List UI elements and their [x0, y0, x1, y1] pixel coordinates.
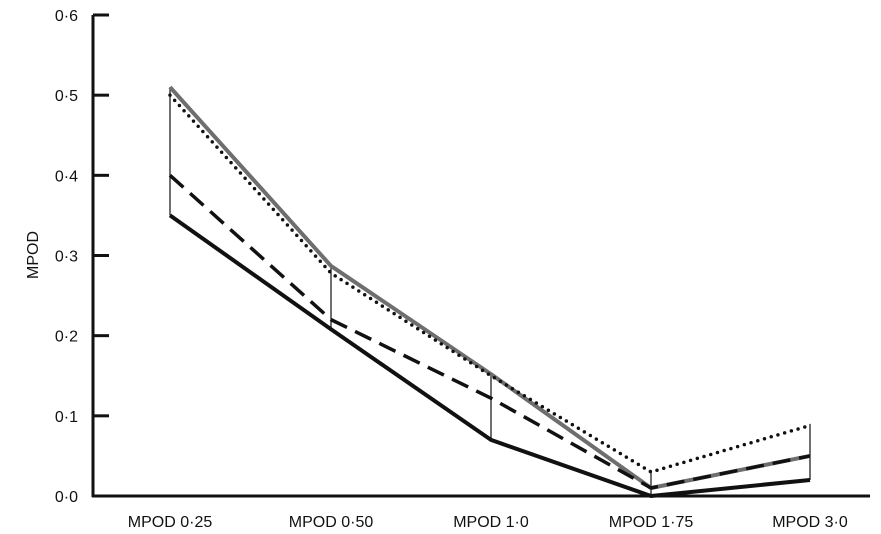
y-axis-title: MPOD	[25, 231, 42, 279]
series-line-solid-black	[168, 213, 811, 498]
series-line-dashed	[168, 174, 811, 490]
y-tick-label: 0·1	[55, 409, 78, 426]
y-tick-label: 0·6	[55, 8, 78, 25]
axes	[91, 15, 870, 498]
series-line-dotted	[168, 93, 812, 474]
x-tick-label: MPOD 0·25	[128, 514, 213, 531]
y-ticks: 0·0 0·1 0·2 0·3 0·4 0·5 0·6	[55, 8, 109, 506]
range-bars	[169, 87, 811, 496]
y-tick-label: 0·3	[55, 249, 78, 266]
series-line-solid-grey	[168, 85, 811, 490]
x-tick-label: MPOD 0·50	[289, 514, 374, 531]
series-lines	[168, 85, 812, 498]
x-tick-label: MPOD 3·0	[772, 514, 848, 531]
x-tick-label: MPOD 1·0	[453, 514, 529, 531]
x-tick-label: MPOD 1·75	[609, 514, 694, 531]
x-ticks: MPOD 0·25 MPOD 0·50 MPOD 1·0 MPOD 1·75 MPOD …	[128, 514, 848, 531]
y-tick-label: 0·2	[55, 329, 78, 346]
y-tick-label: 0·0	[55, 489, 78, 506]
y-tick-label: 0·4	[55, 168, 78, 185]
y-tick-label: 0·5	[55, 88, 78, 105]
